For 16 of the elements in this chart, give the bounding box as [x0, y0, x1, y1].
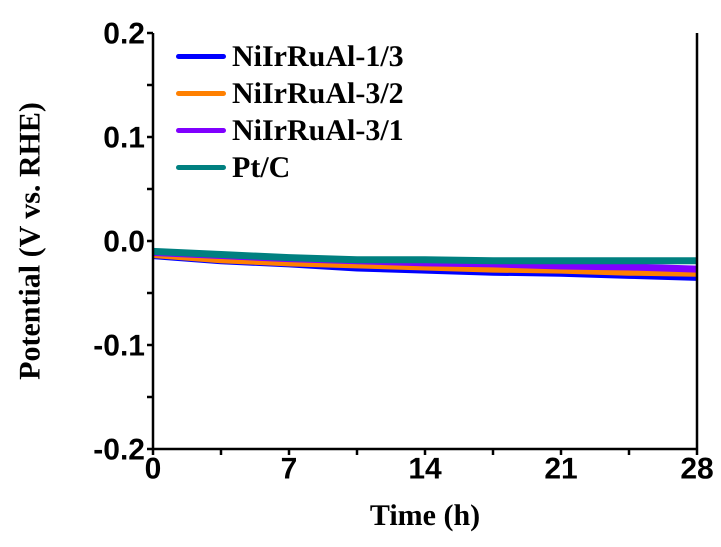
legend-label: NiIrRuAl-3/2 — [232, 76, 404, 110]
x-tick-label: 28 — [680, 452, 714, 486]
legend-label: Pt/C — [232, 150, 290, 184]
x-tick-label: 0 — [144, 452, 162, 486]
legend-label: NiIrRuAl-1/3 — [232, 40, 404, 74]
x-tick-label: 14 — [408, 452, 442, 486]
legend-label: NiIrRuAl-3/1 — [232, 114, 404, 148]
y-tick-label: 0.1 — [103, 122, 145, 155]
x-tick-label: 21 — [544, 452, 578, 486]
y-tick-label: -0.2 — [93, 434, 145, 467]
y-tick-label: 0.0 — [103, 226, 145, 259]
y-tick-label: 0.2 — [103, 18, 145, 51]
y-tick-label: -0.1 — [93, 330, 145, 363]
x-axis-title: Time (h) — [370, 499, 480, 532]
y-axis-title: Potential (V vs. RHE) — [14, 102, 46, 380]
x-tick-label: 7 — [280, 452, 298, 486]
